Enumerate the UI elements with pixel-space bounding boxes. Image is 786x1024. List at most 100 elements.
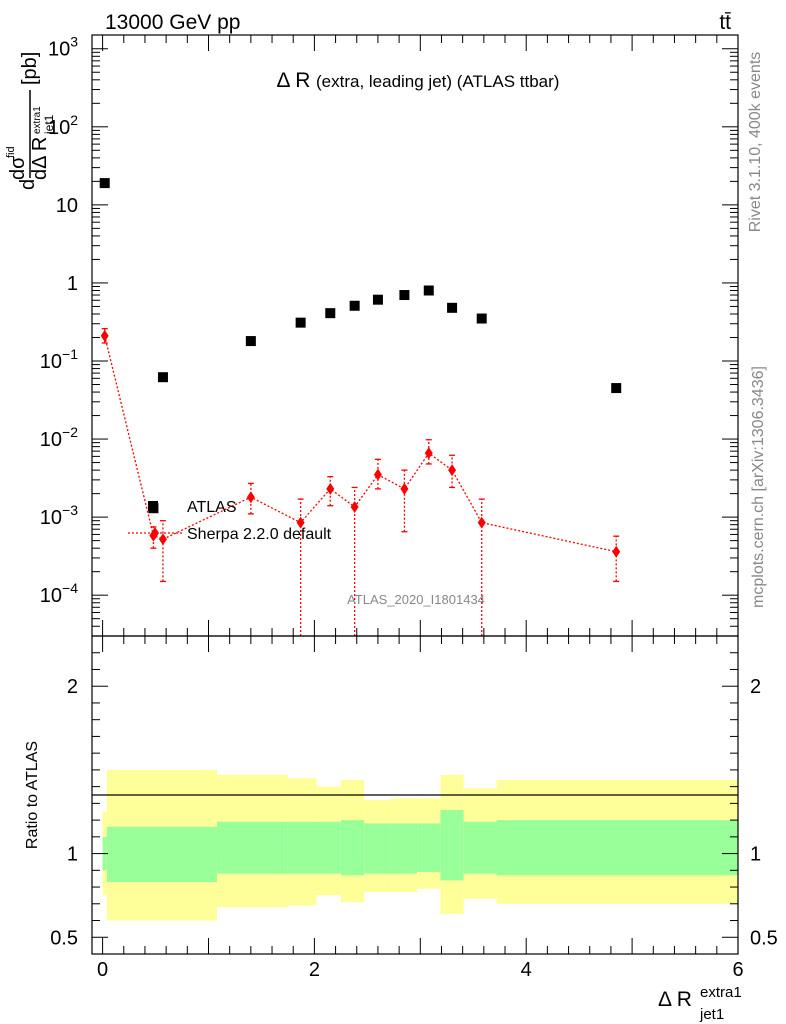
ratio-inner-band <box>106 826 217 883</box>
ylabel-fid: fid <box>5 146 17 158</box>
tick-base: 10 <box>48 39 70 61</box>
ratio-inner-band <box>287 821 317 874</box>
ratio-inner-band <box>316 821 341 874</box>
ratio-x-tick-label: 6 <box>732 959 743 981</box>
atlas-point <box>99 178 110 189</box>
ratio-y-tick-label-left: 2 <box>67 676 78 698</box>
tick-base: 10 <box>56 195 78 217</box>
title-delta-r: Δ R <box>277 69 311 92</box>
ylabel-numerator: dσ <box>7 156 29 180</box>
mc-series-line <box>104 335 617 553</box>
mc-point <box>100 329 109 342</box>
mc-point <box>326 482 335 495</box>
main-y-axis-label: d dσ fid dΔ R jet1 extra1 [pb] <box>5 52 56 190</box>
ratio-x-tick-label: 4 <box>521 959 532 981</box>
mc-point <box>448 464 457 477</box>
tick-exponent: −3 <box>62 502 78 518</box>
atlas-point <box>372 294 383 305</box>
mc-point <box>477 516 486 529</box>
atlas-point <box>476 313 487 324</box>
atlas-point <box>157 372 168 383</box>
mc-point <box>612 545 621 558</box>
ratio-inner-band <box>390 823 418 874</box>
main-data-marks <box>99 178 622 636</box>
atlas-point <box>611 383 622 394</box>
mc-point <box>400 482 409 495</box>
tick-base: 10 <box>40 507 62 529</box>
mc-point <box>373 468 382 481</box>
tick-base: 10 <box>40 585 62 607</box>
xlabel-delta-r: Δ R <box>658 988 692 1011</box>
mc-point <box>424 447 433 460</box>
chart-title: Δ R (extra, leading jet) (ATLAS ttbar) <box>277 69 560 92</box>
legend-atlas-label: ATLAS <box>187 499 237 516</box>
tick-exponent: 2 <box>70 112 78 128</box>
tick-base: 10 <box>40 351 62 373</box>
tick-exponent: 3 <box>70 34 78 50</box>
ylabel-extra1: extra1 <box>32 106 43 134</box>
xlabel-jet1: jet1 <box>699 1006 724 1023</box>
tick-base: 10 <box>40 429 62 451</box>
atlas-point <box>423 285 434 296</box>
ratio-inner-band <box>463 821 497 874</box>
tick-base: 10 <box>48 117 70 139</box>
atlas-point <box>349 300 360 311</box>
atlas-point <box>399 290 410 301</box>
main-y-tick-label: 1 <box>67 273 78 295</box>
ratio-y-tick-label-right: 2 <box>750 676 761 698</box>
mc-point <box>296 516 305 529</box>
mc-point <box>350 500 359 513</box>
xlabel-extra1: extra1 <box>700 984 742 1001</box>
x-axis-label: Δ R jet1 extra1 <box>658 984 742 1023</box>
main-y-ticks <box>92 48 738 637</box>
ylabel-jet1: jet1 <box>42 114 56 135</box>
atlas-point <box>447 302 458 313</box>
analysis-id-label: ATLAS_2020_I1801434 <box>347 592 485 607</box>
legend-atlas-marker <box>148 501 158 511</box>
main-y-tick-label: 10−4 <box>40 580 78 607</box>
mcplots-label: mcplots.cern.ch [arXiv:1306.3436] <box>750 366 767 608</box>
tick-exponent: −4 <box>62 580 78 596</box>
ratio-inner-band <box>440 810 464 881</box>
tick-exponent: −2 <box>62 424 78 440</box>
ratio-inner-band <box>496 820 738 876</box>
ylabel-unit: [pb] <box>19 52 41 85</box>
ratio-panel: 0 2 4 6 0.5 0.5 1 1 2 2 Ratio to ATLAS <box>24 635 778 981</box>
main-y-tick-label: 10−1 <box>40 346 78 373</box>
ratio-inner-band <box>364 823 391 874</box>
ratio-x-tick-label: 2 <box>309 959 320 981</box>
main-y-tick-label: 10 <box>56 195 78 217</box>
main-y-tick-label: 10−3 <box>40 502 78 529</box>
ylabel-denominator: dΔ R <box>29 137 51 180</box>
rivet-version-label: Rivet 3.1.10, 400k events <box>747 52 764 233</box>
legend-sherpa-marker <box>151 527 159 539</box>
main-y-tick-label: 10−2 <box>40 424 78 451</box>
main-x-ticks <box>102 35 739 636</box>
ratio-y-axis-label: Ratio to ATLAS <box>24 741 41 849</box>
ylabel-d: d <box>17 179 39 190</box>
header-process-label: tt̄ <box>719 11 731 34</box>
mc-point <box>246 491 255 504</box>
ratio-y-tick-label-left: 1 <box>67 844 78 866</box>
legend-sherpa-label: Sherpa 2.2.0 default <box>187 526 332 543</box>
ratio-inner-band <box>417 823 441 872</box>
header-energy-label: 13000 GeV pp <box>105 11 240 34</box>
ratio-frame <box>91 635 739 955</box>
ratio-x-tick-label: 0 <box>97 959 108 981</box>
legend: ATLAS Sherpa 2.2.0 default <box>128 499 332 543</box>
tick-base: 1 <box>67 273 78 295</box>
mc-point <box>158 533 167 546</box>
ratio-ticks <box>92 635 739 955</box>
ratio-y-tick-label-right: 1 <box>750 844 761 866</box>
atlas-point <box>325 308 336 319</box>
ratio-uncertainty-bands <box>102 769 738 921</box>
ratio-y-tick-label-right: 0.5 <box>750 927 778 949</box>
ratio-inner-band <box>216 821 288 874</box>
main-frame <box>91 34 739 637</box>
atlas-point <box>295 317 306 328</box>
atlas-point <box>245 336 256 347</box>
main-y-tick-label: 102 <box>48 112 78 139</box>
